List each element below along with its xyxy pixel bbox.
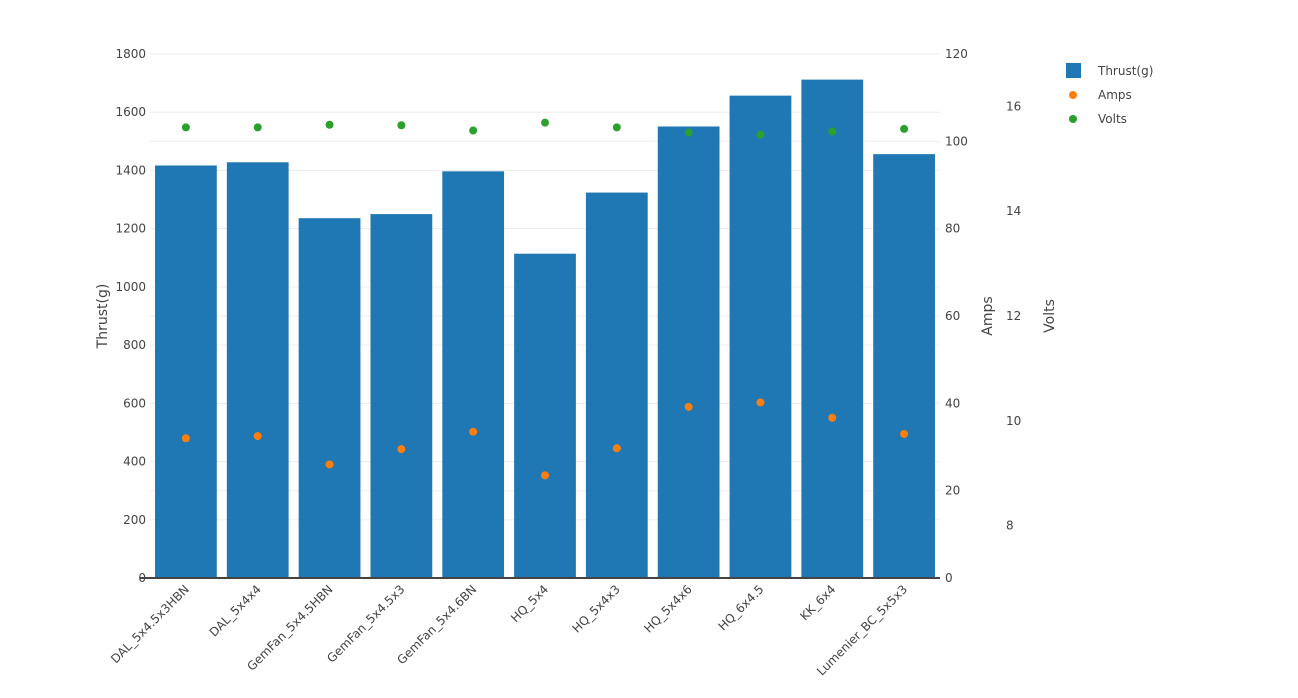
volts-point[interactable] [756, 130, 765, 139]
legend-amps-swatch [1069, 91, 1077, 99]
volts-point[interactable] [541, 118, 549, 127]
x-tick-label: HQ_5x4x6 [641, 582, 694, 635]
x-tick-label: HQ_6x4.5 [715, 582, 766, 633]
y2-tick-label: 120 [945, 47, 968, 61]
y2-tick-label: 0 [945, 571, 953, 585]
thrust-bar[interactable] [657, 126, 720, 578]
y-tick-label: 400 [123, 455, 146, 469]
legend-amps-label: Amps [1098, 88, 1132, 102]
y2-axis-title: Amps [980, 296, 996, 335]
volts-point[interactable] [684, 128, 693, 137]
volts-point[interactable] [612, 123, 621, 132]
amps-point[interactable] [900, 429, 909, 438]
x-tick-label: DAL_5x4x4 [207, 582, 264, 639]
amps-point[interactable] [469, 427, 478, 436]
y3-tick-label: 8 [1006, 519, 1014, 533]
amps-point[interactable] [541, 471, 549, 480]
amps-point[interactable] [253, 432, 262, 441]
amps-point[interactable] [397, 445, 406, 454]
volts-point[interactable] [828, 127, 837, 136]
legend[interactable]: Thrust(g) Amps Volts [1066, 63, 1153, 126]
y2-tick-label: 60 [945, 309, 960, 323]
legend-volts-swatch [1069, 115, 1077, 123]
y-tick-label: 1400 [115, 163, 146, 177]
x-tick-label: HQ_5x4 [508, 582, 551, 625]
x-tick-label: HQ_5x4x3 [569, 582, 622, 635]
amps-points [181, 398, 909, 480]
amps-point[interactable] [684, 402, 693, 411]
legend-thrust-swatch [1066, 63, 1081, 78]
thrust-bar[interactable] [298, 218, 361, 579]
y3-tick-label: 12 [1006, 309, 1021, 323]
x-tick-label: GemFan_5x4.5x3 [324, 582, 407, 665]
x-tick-label: KK_6x4 [797, 582, 838, 623]
y-tick-label: 1000 [115, 280, 146, 294]
amps-point[interactable] [325, 460, 334, 469]
y3-tick-label: 16 [1006, 99, 1021, 113]
thrust-bar[interactable] [514, 253, 576, 579]
amps-point[interactable] [756, 398, 765, 407]
y-tick-label: 1200 [115, 222, 146, 236]
y2-tick-label: 80 [945, 222, 960, 236]
thrust-bar[interactable] [442, 171, 505, 578]
amps-point[interactable] [612, 444, 621, 453]
volts-point[interactable] [253, 123, 262, 132]
volts-point[interactable] [469, 126, 478, 135]
y-tick-label: 1800 [115, 47, 146, 61]
amps-point[interactable] [828, 413, 837, 422]
volts-point[interactable] [181, 123, 190, 132]
thrust-bar[interactable] [226, 162, 289, 578]
thrust-bar[interactable] [873, 154, 935, 579]
y-tick-label: 600 [123, 396, 146, 410]
legend-thrust-label: Thrust(g) [1097, 64, 1153, 78]
volts-point[interactable] [900, 124, 909, 133]
y-tick-label: 200 [123, 513, 146, 527]
y2-tick-label: 100 [945, 134, 968, 148]
volts-point[interactable] [325, 120, 334, 129]
thrust-bar[interactable] [155, 165, 217, 579]
y2-tick-label: 20 [945, 484, 960, 498]
thrust-bar[interactable] [801, 79, 864, 579]
y3-tick-label: 10 [1006, 414, 1021, 428]
volts-points [181, 118, 909, 139]
amps-point[interactable] [181, 434, 190, 443]
thrust-bar[interactable] [370, 214, 433, 578]
legend-volts-label: Volts [1098, 112, 1127, 126]
y2-tick-label: 40 [945, 396, 960, 410]
thrust-bar[interactable] [585, 192, 648, 578]
x-tick-label: DAL_5x4.5x3HBN [108, 582, 192, 666]
y3-tick-label: 14 [1006, 204, 1021, 218]
x-tick-label: GemFan_5x4.6BN [394, 582, 479, 667]
volts-point[interactable] [397, 121, 406, 130]
y-tick-label: 0 [138, 571, 146, 585]
thrust-bars [155, 79, 935, 579]
y-tick-label: 800 [123, 338, 146, 352]
y3-axis-title: Volts [1042, 299, 1058, 333]
y-axis-title: Thrust(g) [95, 284, 111, 350]
y-tick-label: 1600 [115, 105, 146, 119]
thrust-bar[interactable] [729, 95, 792, 578]
